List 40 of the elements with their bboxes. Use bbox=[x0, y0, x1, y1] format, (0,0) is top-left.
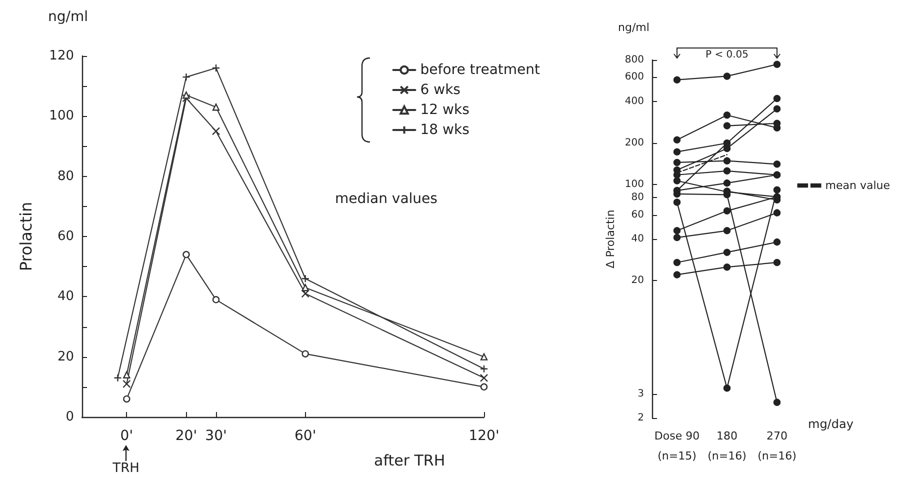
x-tick-label: Dose 90 (n=15) bbox=[654, 430, 700, 462]
text: ng/ml bbox=[48, 9, 88, 25]
y-tick-label: 2 bbox=[638, 412, 644, 424]
text: ng/ml bbox=[618, 21, 650, 34]
y-tick-label: 400 bbox=[624, 96, 644, 107]
y-tick-label: 40 bbox=[57, 289, 74, 304]
y-tick-label: 20 bbox=[631, 274, 644, 286]
legend-label: before treatment bbox=[420, 62, 541, 78]
y-tick-label: 60 bbox=[57, 229, 74, 244]
y-axis-title: Δ Prolactin bbox=[604, 210, 617, 268]
x-axis-title: after TRH bbox=[374, 452, 446, 470]
y-tick-label: 0 bbox=[66, 410, 74, 424]
legend-label: 18 wks bbox=[420, 122, 470, 138]
y-axis-title: Prolactin bbox=[16, 202, 36, 272]
y-tick-label: 600 bbox=[624, 72, 644, 83]
legend-label: 6 wks bbox=[420, 82, 460, 98]
y-tick-label: 200 bbox=[624, 137, 644, 148]
x-tick-label: 120' bbox=[468, 428, 500, 444]
y-tick-label: 100 bbox=[49, 108, 74, 124]
y-tick-label: 60 bbox=[631, 209, 644, 220]
x-tick-label: 0' bbox=[120, 428, 134, 444]
y-tick-label: 100 bbox=[624, 178, 644, 190]
x-axis-title: mg/day bbox=[808, 417, 854, 431]
y-tick-label: 80 bbox=[57, 168, 74, 184]
x-tick-label: 60' bbox=[294, 428, 316, 444]
x-tick-label: 20' bbox=[175, 428, 198, 444]
y-tick-label: 20 bbox=[57, 349, 74, 364]
annotation: P < 0.05 bbox=[705, 50, 749, 60]
text: TRH bbox=[112, 461, 140, 476]
legend-label: 12 wks bbox=[420, 102, 470, 118]
x-tick-label: 180 (n=16) bbox=[708, 430, 746, 462]
y-tick-label: 120 bbox=[49, 48, 74, 64]
x-tick-label: 30' bbox=[205, 428, 227, 444]
annotation: median values bbox=[335, 191, 438, 207]
y-tick-label: 3 bbox=[638, 388, 644, 400]
x-tick-label: 270 (n=16) bbox=[758, 430, 796, 462]
y-tick-label: 800 bbox=[624, 54, 644, 66]
y-tick-label: 80 bbox=[631, 192, 644, 204]
y-tick-label: 40 bbox=[631, 234, 644, 244]
legend-label: mean value bbox=[825, 179, 890, 192]
